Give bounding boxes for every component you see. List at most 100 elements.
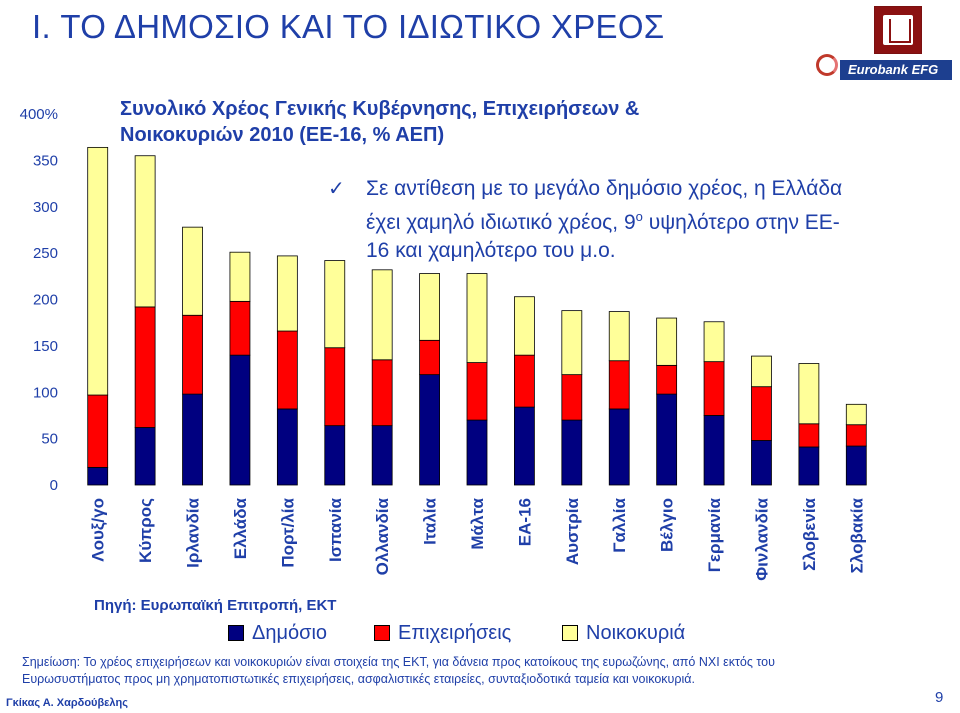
bar-segment — [276, 330, 298, 410]
y-tick-label: 150 — [33, 338, 58, 355]
bar-segment — [514, 354, 535, 408]
bar-segment — [182, 393, 203, 486]
bar-segment — [229, 354, 251, 486]
eurobank-logo-text: Eurobank EFG — [840, 60, 952, 80]
university-crest-logo — [874, 6, 922, 54]
chart-subtitle: Συνολικό Χρέος Γενικής Κυβέρνησης, Επιχε… — [120, 96, 639, 148]
x-category-label: Φινλανδία — [752, 497, 771, 580]
x-category-label: Βέλγιο — [658, 498, 677, 552]
y-tick-label: 350 — [33, 152, 58, 169]
legend-label-public: Δημόσιο — [252, 621, 328, 644]
bar-segment — [751, 386, 772, 441]
checkmark-icon: ✓ — [328, 178, 345, 200]
bar-segment — [87, 394, 109, 468]
slide-title: I. ΤΟ ΔΗΜΟΣΙΟ ΚΑΙ ΤΟ ΙΔΙΩΤΙΚΟ ΧΡΕΟΣ — [32, 8, 665, 45]
note-line3: 16 και χαμηλότερο του μ.ο. — [366, 239, 616, 262]
bar-segment — [324, 260, 346, 349]
bar-segment — [798, 423, 820, 448]
x-category-label: Λουξ/γο — [89, 498, 108, 562]
bar-segment — [703, 321, 725, 363]
bar-segment — [561, 374, 583, 421]
x-category-label: Σλοβενία — [800, 497, 819, 570]
x-category-label: Ελλάδα — [231, 497, 250, 559]
bar-segment — [276, 255, 298, 332]
legend-item-households: Νοικοκυριά — [562, 620, 685, 646]
debt-chart: 0 50 100 150 200 250 300 350 400% Λουξ/γο Κύπρος Ι… — [20, 106, 867, 581]
note-line2b: υψηλότερο στην ΕΕ- — [642, 211, 840, 234]
bar-segment — [87, 466, 109, 486]
legend-item-public: Δημόσιο — [228, 620, 327, 646]
y-tick-label: 250 — [33, 245, 58, 262]
bar-segment — [703, 415, 725, 486]
bar-segment — [182, 226, 203, 316]
x-category-label: Κύπρος — [136, 498, 155, 563]
bar-segment — [798, 363, 820, 425]
bar-segment — [276, 408, 298, 486]
bar-segment — [134, 306, 156, 428]
y-tick-label: 0 — [50, 477, 58, 494]
x-category-label: Ολλανδία — [373, 497, 392, 575]
legend-swatch-business — [374, 625, 390, 641]
bar-segment — [514, 296, 535, 356]
bar-segment — [371, 359, 393, 427]
footnote-line1: Σημείωση: Το χρέος επιχειρήσεων και νοικ… — [22, 655, 775, 669]
bar-segment — [845, 424, 867, 447]
bar-segment — [229, 251, 251, 302]
y-tick-label: 400% — [20, 106, 58, 123]
source-text: Πηγή: Ευρωπαϊκή Επιτροπή, ΕΚΤ — [94, 597, 337, 614]
bar-segment — [371, 425, 393, 486]
legend-label-households: Νοικοκυριά — [586, 621, 686, 644]
eurobank-swirl-icon — [816, 54, 838, 76]
page-number: 9 — [935, 689, 944, 706]
bar-segment — [751, 355, 772, 388]
bar-segment — [324, 425, 346, 486]
bar-segment — [798, 446, 820, 486]
x-category-label: Αυστρία — [563, 497, 582, 565]
legend-swatch-public — [228, 625, 244, 641]
x-category-label: Μάλτα — [468, 497, 487, 549]
y-tick-label: 300 — [33, 199, 58, 216]
note-line1: Σε αντίθεση με το μεγάλο δημόσιο χρέος, … — [366, 177, 843, 200]
x-category-label: Ιρλανδία — [184, 497, 203, 567]
bar-segment — [134, 155, 156, 308]
bar-segment — [87, 146, 109, 396]
bar-segment — [229, 300, 251, 356]
bar-segment — [514, 406, 535, 486]
chart-legend: Δημόσιο Επιχειρήσεις Νοικοκυριά — [228, 620, 768, 646]
bar-segment — [608, 360, 630, 410]
x-category-label: Ιταλία — [421, 497, 440, 544]
x-category-label: Γερμανία — [705, 497, 724, 572]
bar-segment — [845, 403, 867, 426]
footnote: Σημείωση: Το χρέος επιχειρήσεων και νοικ… — [22, 654, 942, 688]
x-category-label: Ισπανία — [326, 497, 345, 562]
bar-segment — [751, 440, 772, 486]
x-category-label: ΕΑ-16 — [515, 498, 534, 546]
bar-segment — [656, 393, 678, 486]
bar-segment — [134, 427, 156, 486]
x-category-label: Γαλλία — [610, 497, 629, 552]
bar-segment — [419, 273, 440, 341]
y-tick-label: 200 — [33, 292, 58, 309]
note-line2: έχει χαμηλό ιδιωτικό χρέος, 9ο υψηλότερο… — [366, 203, 946, 237]
bar-segment — [845, 445, 867, 486]
y-tick-label: 50 — [41, 431, 58, 448]
bar-segment — [371, 269, 393, 361]
eurobank-logo: Eurobank EFG — [816, 52, 952, 82]
bar-segment — [656, 364, 678, 395]
legend-item-business: Επιχειρήσεις — [374, 620, 511, 646]
author-name: Γκίκας Α. Χαρδούβελης — [6, 697, 128, 709]
bar-segment — [466, 273, 488, 363]
x-category-label: Πορτ/λία — [278, 497, 297, 567]
footnote-line2: Ευρωσυστήματος προς μη χρηματοπιστωτικές… — [22, 672, 695, 686]
bar-segment — [466, 419, 488, 486]
bar-segment — [419, 339, 440, 376]
bar-segment — [656, 317, 678, 366]
bar-segment — [182, 314, 203, 395]
legend-label-business: Επιχειρήσεις — [398, 621, 512, 644]
y-tick-label: 100 — [33, 384, 58, 401]
bar-segment — [561, 310, 583, 376]
bar-segment — [419, 374, 440, 486]
bar-segment — [561, 419, 583, 486]
x-category-label: Σλοβακία — [847, 497, 866, 573]
bar-segment — [466, 362, 488, 421]
